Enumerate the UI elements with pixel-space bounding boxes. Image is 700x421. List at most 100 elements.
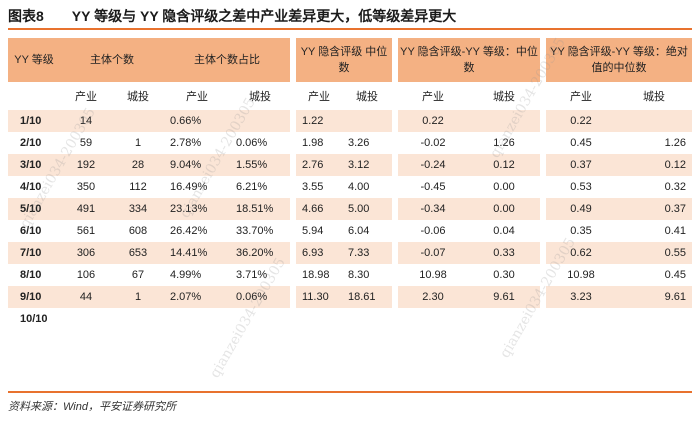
cell-absdiff-industry: 0.49 [546,198,617,220]
cell-absdiff-lgfv: 0.55 [616,242,693,264]
cell-median-industry: 1.22 [296,110,342,132]
cell-diff-industry: 10.98 [398,264,468,286]
subheader-industry: 产业 [60,82,112,110]
cell-absdiff-lgfv: 0.32 [616,176,693,198]
cell-median-industry [296,308,342,330]
cell-count-industry: 192 [60,154,112,176]
cell-median-industry: 1.98 [296,132,342,154]
subheader-lgfv: 城投 [112,82,164,110]
cell-absdiff-lgfv: 0.12 [616,154,693,176]
cell-count-industry: 561 [60,220,112,242]
cell-count-lgfv: 334 [112,198,164,220]
cell-count-industry [60,308,112,330]
data-table: YY 等级 主体个数 主体个数占比 YY 隐含评级 中位数 YY 隐含评级-YY… [8,38,693,330]
table-row: 2/10 59 1 2.78% 0.06% 1.98 3.26 -0.02 1.26 0.45 1.… [8,132,693,154]
header-row-2: 产业 城投 产业 城投 产业 城投 产业 城投 产业 城投 [8,82,693,110]
cell-diff-lgfv: 0.33 [468,242,541,264]
cell-count-industry: 306 [60,242,112,264]
cell-grade: 10/10 [8,308,60,330]
cell-absdiff-lgfv: 9.61 [616,286,693,308]
cell-grade: 6/10 [8,220,60,242]
cell-count-lgfv [112,308,164,330]
cell-absdiff-industry: 0.22 [546,110,617,132]
cell-grade: 4/10 [8,176,60,198]
table-row: 8/10 106 67 4.99% 3.71% 18.98 8.30 10.98 0.30 10.… [8,264,693,286]
cell-absdiff-lgfv: 0.41 [616,220,693,242]
cell-diff-lgfv: 0.04 [468,220,541,242]
footer-divider [8,391,692,393]
figure-title: 图表8 YY 等级与 YY 隐含评级之差中产业差异更大，低等级差异更大 [8,4,692,30]
cell-median-lgfv [342,308,392,330]
cell-count-lgfv: 112 [112,176,164,198]
cell-absdiff-industry: 0.45 [546,132,617,154]
cell-share-industry: 26.42% [164,220,230,242]
cell-median-industry: 2.76 [296,154,342,176]
table-row: 4/10 350 112 16.49% 6.21% 3.55 4.00 -0.45 0.00 0.… [8,176,693,198]
header-yy-grade: YY 等级 [8,38,60,82]
cell-count-lgfv: 67 [112,264,164,286]
subheader-lgfv: 城投 [342,82,392,110]
cell-median-lgfv: 3.12 [342,154,392,176]
cell-count-lgfv [112,110,164,132]
cell-share-industry [164,308,230,330]
cell-diff-industry [398,308,468,330]
cell-diff-lgfv: 0.12 [468,154,541,176]
subheader-lgfv: 城投 [230,82,290,110]
cell-count-lgfv: 1 [112,286,164,308]
cell-absdiff-lgfv: 0.45 [616,264,693,286]
cell-count-lgfv: 28 [112,154,164,176]
table-row: 3/10 192 28 9.04% 1.55% 2.76 3.12 -0.24 0.12 0.37… [8,154,693,176]
figure-title-text: YY 等级与 YY 隐含评级之差中产业差异更大，低等级差异更大 [71,8,457,24]
cell-diff-lgfv [468,110,541,132]
table-row: 6/10 561 608 26.42% 33.70% 5.94 6.04 -0.06 0.04 0… [8,220,693,242]
cell-absdiff-industry: 0.37 [546,154,617,176]
table-row: 7/10 306 653 14.41% 36.20% 6.93 7.33 -0.07 0.33 0… [8,242,693,264]
cell-absdiff-lgfv: 1.26 [616,132,693,154]
cell-count-industry: 106 [60,264,112,286]
header-diff-median: YY 隐含评级-YY 等级：中位数 [398,38,541,82]
cell-diff-lgfv: 0.00 [468,176,541,198]
cell-diff-industry: -0.02 [398,132,468,154]
subheader-lgfv: 城投 [616,82,693,110]
cell-median-lgfv: 18.61 [342,286,392,308]
cell-diff-industry: -0.34 [398,198,468,220]
table-row: 1/10 14 0.66% 1.22 0.22 0.22 [8,110,693,132]
cell-absdiff-industry: 0.53 [546,176,617,198]
cell-absdiff-lgfv [616,308,693,330]
subheader-industry: 产业 [164,82,230,110]
data-table-container: YY 等级 主体个数 主体个数占比 YY 隐含评级 中位数 YY 隐含评级-YY… [8,38,693,330]
cell-diff-lgfv [468,308,541,330]
cell-share-lgfv: 33.70% [230,220,290,242]
cell-share-lgfv: 6.21% [230,176,290,198]
cell-diff-industry: 0.22 [398,110,468,132]
cell-absdiff-industry [546,308,617,330]
cell-diff-lgfv: 0.30 [468,264,541,286]
cell-grade: 3/10 [8,154,60,176]
cell-median-industry: 6.93 [296,242,342,264]
table-row: 10/10 [8,308,693,330]
cell-count-lgfv: 608 [112,220,164,242]
cell-share-lgfv: 18.51% [230,198,290,220]
cell-diff-lgfv: 9.61 [468,286,541,308]
table-row: 9/10 44 1 2.07% 0.06% 11.30 18.61 2.30 9.61 3.23 9… [8,286,693,308]
cell-share-industry: 23.13% [164,198,230,220]
cell-share-industry: 16.49% [164,176,230,198]
header-implied-median: YY 隐含评级 中位数 [296,38,392,82]
cell-median-lgfv: 8.30 [342,264,392,286]
cell-grade: 8/10 [8,264,60,286]
subheader-lgfv: 城投 [468,82,541,110]
cell-diff-industry: -0.45 [398,176,468,198]
subheader-industry: 产业 [546,82,617,110]
cell-count-lgfv: 653 [112,242,164,264]
subheader-industry: 产业 [296,82,342,110]
cell-share-industry: 14.41% [164,242,230,264]
cell-grade: 9/10 [8,286,60,308]
cell-share-lgfv: 0.06% [230,286,290,308]
table-row: 5/10 491 334 23.13% 18.51% 4.66 5.00 -0.34 0.00 0… [8,198,693,220]
cell-share-lgfv: 0.06% [230,132,290,154]
cell-count-industry: 350 [60,176,112,198]
cell-count-lgfv: 1 [112,132,164,154]
cell-median-lgfv: 3.26 [342,132,392,154]
header-entity-share: 主体个数占比 [164,38,290,82]
cell-median-industry: 18.98 [296,264,342,286]
